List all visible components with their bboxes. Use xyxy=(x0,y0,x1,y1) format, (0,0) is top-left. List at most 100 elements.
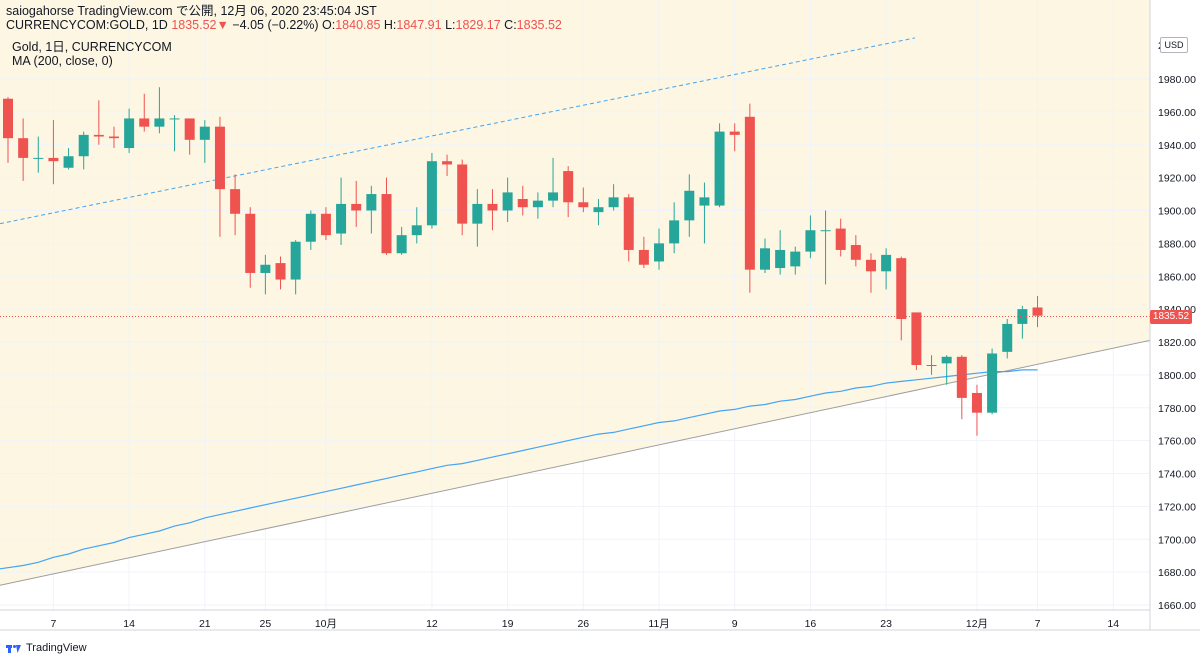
candle xyxy=(396,226,407,255)
candle xyxy=(820,210,831,285)
open-value: 1840.85 xyxy=(335,18,381,32)
price-tick-label: 1800.00 xyxy=(1158,370,1196,382)
price-tick-label: 1760.00 xyxy=(1158,436,1196,448)
candle-body xyxy=(608,197,619,208)
candle-body xyxy=(93,134,104,137)
candle-body xyxy=(563,171,574,203)
candle-body xyxy=(502,192,513,211)
candle-body xyxy=(336,203,347,234)
candle xyxy=(78,131,89,170)
ma-200-path xyxy=(0,369,1038,570)
candle xyxy=(517,185,528,216)
candle xyxy=(411,207,422,244)
candle-body xyxy=(850,245,861,260)
candle-body xyxy=(865,259,876,272)
candle xyxy=(563,166,574,218)
candle xyxy=(926,355,937,375)
publish-line: saiogahorse TradingView.com で公開, 12月 06,… xyxy=(6,4,377,18)
series-title[interactable]: Gold, 1日, CURRENCYCOM xyxy=(12,40,172,54)
low-label: L: xyxy=(445,18,456,32)
candle xyxy=(1002,318,1013,359)
price-tick-label: 1720.00 xyxy=(1158,501,1196,513)
candle-body xyxy=(320,213,331,236)
candles xyxy=(3,87,1043,436)
candle-body xyxy=(1032,307,1043,316)
ma-200-line xyxy=(0,369,1038,570)
candle xyxy=(245,207,256,288)
candle xyxy=(305,210,316,250)
price-axis: 1660.00 1680.00 1700.00 1720.00 1740.00 1760.… xyxy=(1158,40,1196,612)
time-tick-label: 11月 xyxy=(648,618,669,630)
candle xyxy=(275,256,286,290)
candle xyxy=(1017,305,1028,339)
time-tick-label: 14 xyxy=(1107,618,1119,630)
candle xyxy=(548,157,559,208)
close-label: C: xyxy=(504,18,517,32)
candle xyxy=(169,115,180,152)
candle-body xyxy=(760,248,770,270)
currency-badge[interactable]: USD xyxy=(1160,37,1188,53)
candle xyxy=(941,355,952,385)
open-label: O: xyxy=(322,18,336,32)
candle-body xyxy=(472,203,483,224)
candle-body xyxy=(578,202,589,208)
candle-body xyxy=(230,189,241,214)
candle-body xyxy=(517,198,528,208)
candle xyxy=(18,118,29,181)
candle-body xyxy=(457,164,468,224)
time-tick-label: 7 xyxy=(50,618,56,630)
candle xyxy=(669,202,680,254)
candle xyxy=(790,246,801,275)
channel-fill xyxy=(0,0,1150,586)
candle xyxy=(260,254,271,295)
price-tick-label: 1940.00 xyxy=(1158,140,1196,152)
candle-body xyxy=(214,126,225,190)
candle xyxy=(654,228,665,270)
candle-body xyxy=(729,131,740,135)
candle-body xyxy=(139,118,150,127)
price-tick-label: 1900.00 xyxy=(1158,206,1196,218)
candle-body xyxy=(744,116,755,270)
candle-body xyxy=(426,161,437,226)
candle-body xyxy=(790,251,801,267)
price-tick-label: 1700.00 xyxy=(1158,534,1196,546)
grid-lines xyxy=(0,0,1150,610)
candle-body xyxy=(881,254,892,272)
candle-body xyxy=(896,258,907,319)
candle xyxy=(881,248,892,290)
time-tick-label: 16 xyxy=(805,618,817,630)
chart-legend[interactable]: Gold, 1日, CURRENCYCOM MA (200, close, 0) xyxy=(12,40,172,68)
last-price-value: 1835.52 xyxy=(171,18,217,32)
candle-body xyxy=(623,197,634,250)
candle-body xyxy=(684,190,695,221)
candle-body xyxy=(941,356,952,364)
candle xyxy=(911,312,922,370)
down-arrow-icon: ▼ xyxy=(216,18,229,32)
candle xyxy=(699,182,710,244)
price-tick-label: 1740.00 xyxy=(1158,469,1196,481)
candle-body xyxy=(1002,323,1013,352)
candle xyxy=(3,97,13,163)
last-price-label: 1835.52 xyxy=(1150,310,1192,324)
candle-body xyxy=(956,356,967,398)
price-tick-label: 1880.00 xyxy=(1158,238,1196,250)
tradingview-brand: TradingView xyxy=(26,642,87,654)
candle-body xyxy=(108,136,119,139)
time-tick-label: 12 xyxy=(426,618,438,630)
candle xyxy=(214,116,225,237)
candle xyxy=(93,100,104,145)
candle xyxy=(593,198,604,226)
candle xyxy=(608,184,619,211)
candle-body xyxy=(593,207,604,213)
candle xyxy=(578,187,589,213)
indicator-title[interactable]: MA (200, close, 0) xyxy=(12,54,113,68)
candle-body xyxy=(305,213,316,242)
candle xyxy=(48,120,59,185)
price-tick-label: 1780.00 xyxy=(1158,403,1196,415)
footer[interactable]: TradingView xyxy=(6,642,87,654)
candle-body xyxy=(275,263,286,280)
candle xyxy=(230,174,241,236)
candle-body xyxy=(245,213,256,273)
